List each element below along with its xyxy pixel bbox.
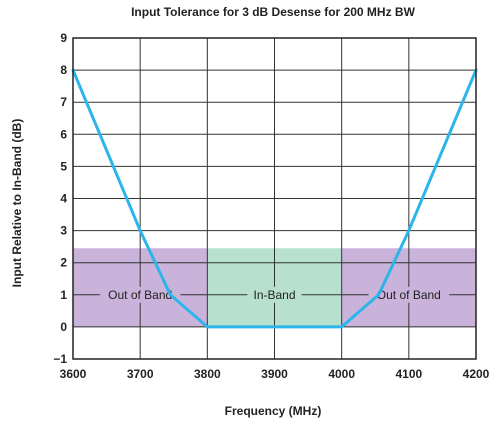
region-label-bg-1 — [247, 286, 302, 303]
y-tick-label-0: −1 — [53, 352, 67, 366]
y-tick-label-8: 7 — [60, 95, 67, 109]
region-labels: Out of Band In-Band Out of Band — [99, 286, 450, 303]
x-tick-label-0: 3600 — [60, 367, 87, 381]
x-tick-label-6: 4200 — [463, 367, 490, 381]
y-tick-label-6: 5 — [60, 159, 67, 173]
y-tick-label-1: 0 — [60, 320, 67, 334]
x-tick-label-3: 3900 — [261, 367, 288, 381]
region-label-0: Out of Band — [108, 288, 172, 302]
x-tick-label-5: 4100 — [395, 367, 422, 381]
y-tick-label-2: 1 — [60, 288, 67, 302]
plot-frame — [72, 37, 477, 360]
y-tick-label-3: 2 — [60, 256, 67, 270]
y-axis-label: Input Relative to In-Band (dB) — [10, 119, 24, 288]
x-tick-label-2: 3800 — [194, 367, 221, 381]
y-tick-label-5: 4 — [60, 192, 67, 206]
series-line-0 — [71, 68, 478, 329]
y-tick-label-4: 3 — [60, 224, 67, 238]
y-tick-label-9: 8 — [60, 63, 67, 77]
y-tick-label-10: 9 — [60, 31, 67, 45]
series-layer — [71, 68, 478, 329]
region-label-bg-0 — [99, 286, 181, 303]
x-tick-label-4: 4000 — [328, 367, 355, 381]
grid — [73, 38, 476, 359]
tick-labels: 3600 3700 3800 3900 4000 4100 4200 −1 0 1 2 3 4 5 6 7 8 9 — [53, 31, 489, 381]
x-tick-label-1: 3700 — [127, 367, 154, 381]
y-tick-label-7: 6 — [60, 127, 67, 141]
region-label-2: Out of Band — [377, 288, 441, 302]
chart-title: Input Tolerance for 3 dB Desense for 200… — [131, 5, 416, 19]
region-label-1: In-Band — [253, 288, 295, 302]
region-label-bg-2 — [368, 286, 450, 303]
x-axis-label: Frequency (MHz) — [225, 404, 322, 418]
